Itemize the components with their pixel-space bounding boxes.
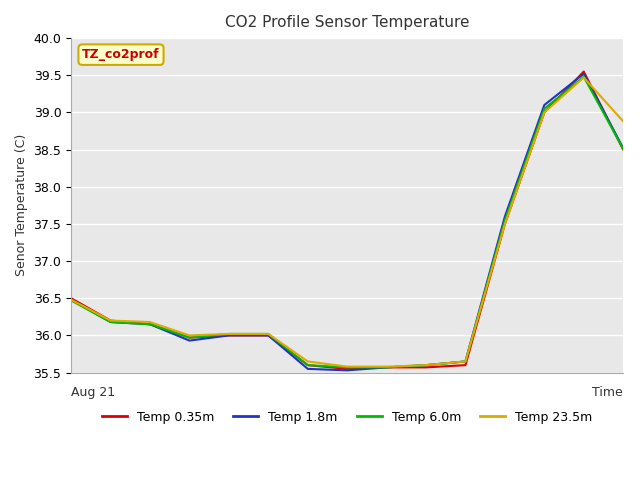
Text: Time: Time — [593, 386, 623, 399]
Legend: Temp 0.35m, Temp 1.8m, Temp 6.0m, Temp 23.5m: Temp 0.35m, Temp 1.8m, Temp 6.0m, Temp 2… — [97, 406, 597, 429]
Title: CO2 Profile Sensor Temperature: CO2 Profile Sensor Temperature — [225, 15, 469, 30]
Text: TZ_co2prof: TZ_co2prof — [82, 48, 160, 61]
Y-axis label: Senor Temperature (C): Senor Temperature (C) — [15, 134, 28, 276]
Text: Aug 21: Aug 21 — [71, 386, 115, 399]
